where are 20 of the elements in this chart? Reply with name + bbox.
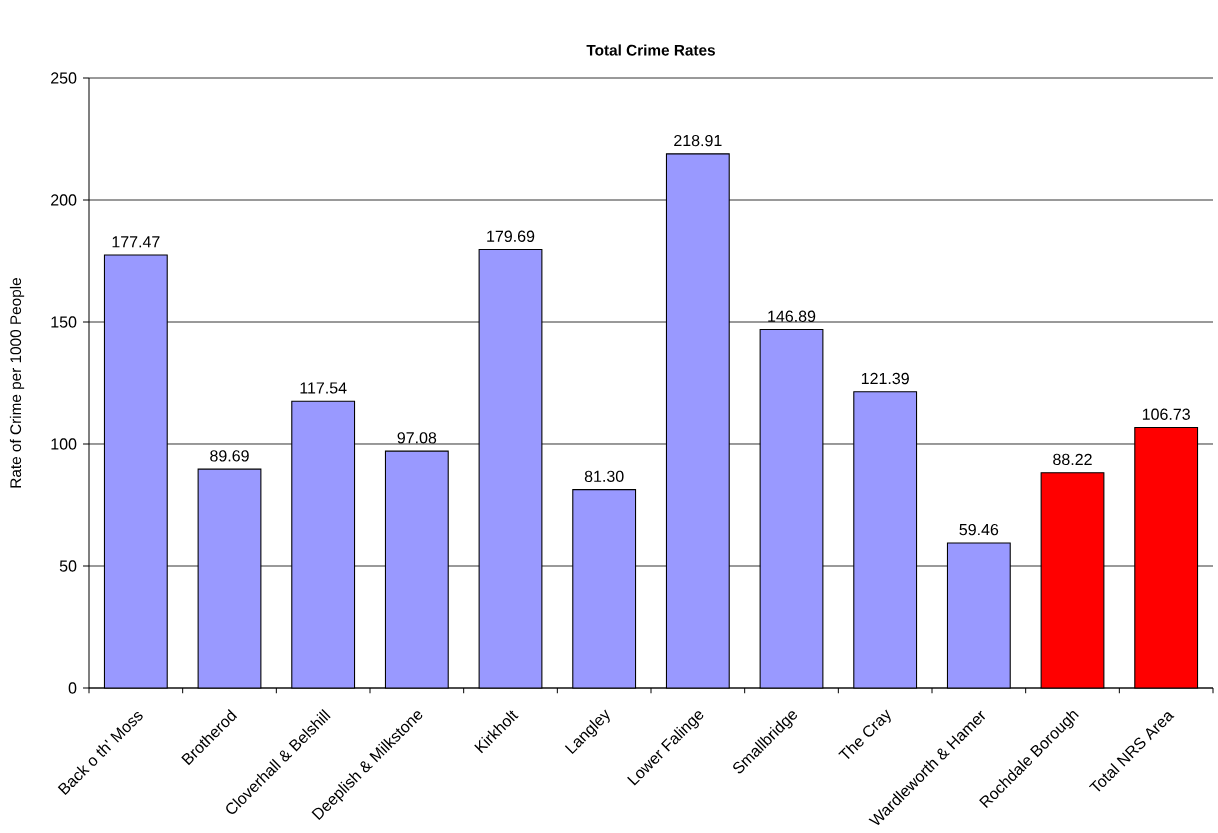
chart-title: Total Crime Rates — [586, 44, 715, 56]
data-label: 81.30 — [584, 470, 624, 482]
data-label: 89.69 — [210, 450, 249, 462]
y-tick-label: 200 — [51, 194, 77, 206]
data-label: 177.47 — [112, 236, 160, 248]
data-label: 218.91 — [674, 134, 722, 147]
y-axis-title: Rate of Crime per 1000 People — [9, 278, 25, 488]
data-label: 88.22 — [1053, 453, 1092, 466]
data-label: 146.89 — [768, 310, 816, 322]
y-tick-label: 50 — [59, 560, 77, 572]
y-tick-label: 250 — [51, 72, 77, 84]
data-label: 121.39 — [861, 372, 909, 385]
data-label: 179.69 — [487, 230, 535, 242]
data-label: 59.46 — [959, 523, 999, 536]
data-label: 117.54 — [300, 382, 347, 394]
y-tick-label: 100 — [51, 438, 77, 450]
y-tick-label: 150 — [51, 316, 77, 328]
y-tick-label: 0 — [68, 682, 77, 694]
data-label: 97.08 — [397, 432, 437, 444]
data-label: 106.73 — [1142, 408, 1190, 420]
